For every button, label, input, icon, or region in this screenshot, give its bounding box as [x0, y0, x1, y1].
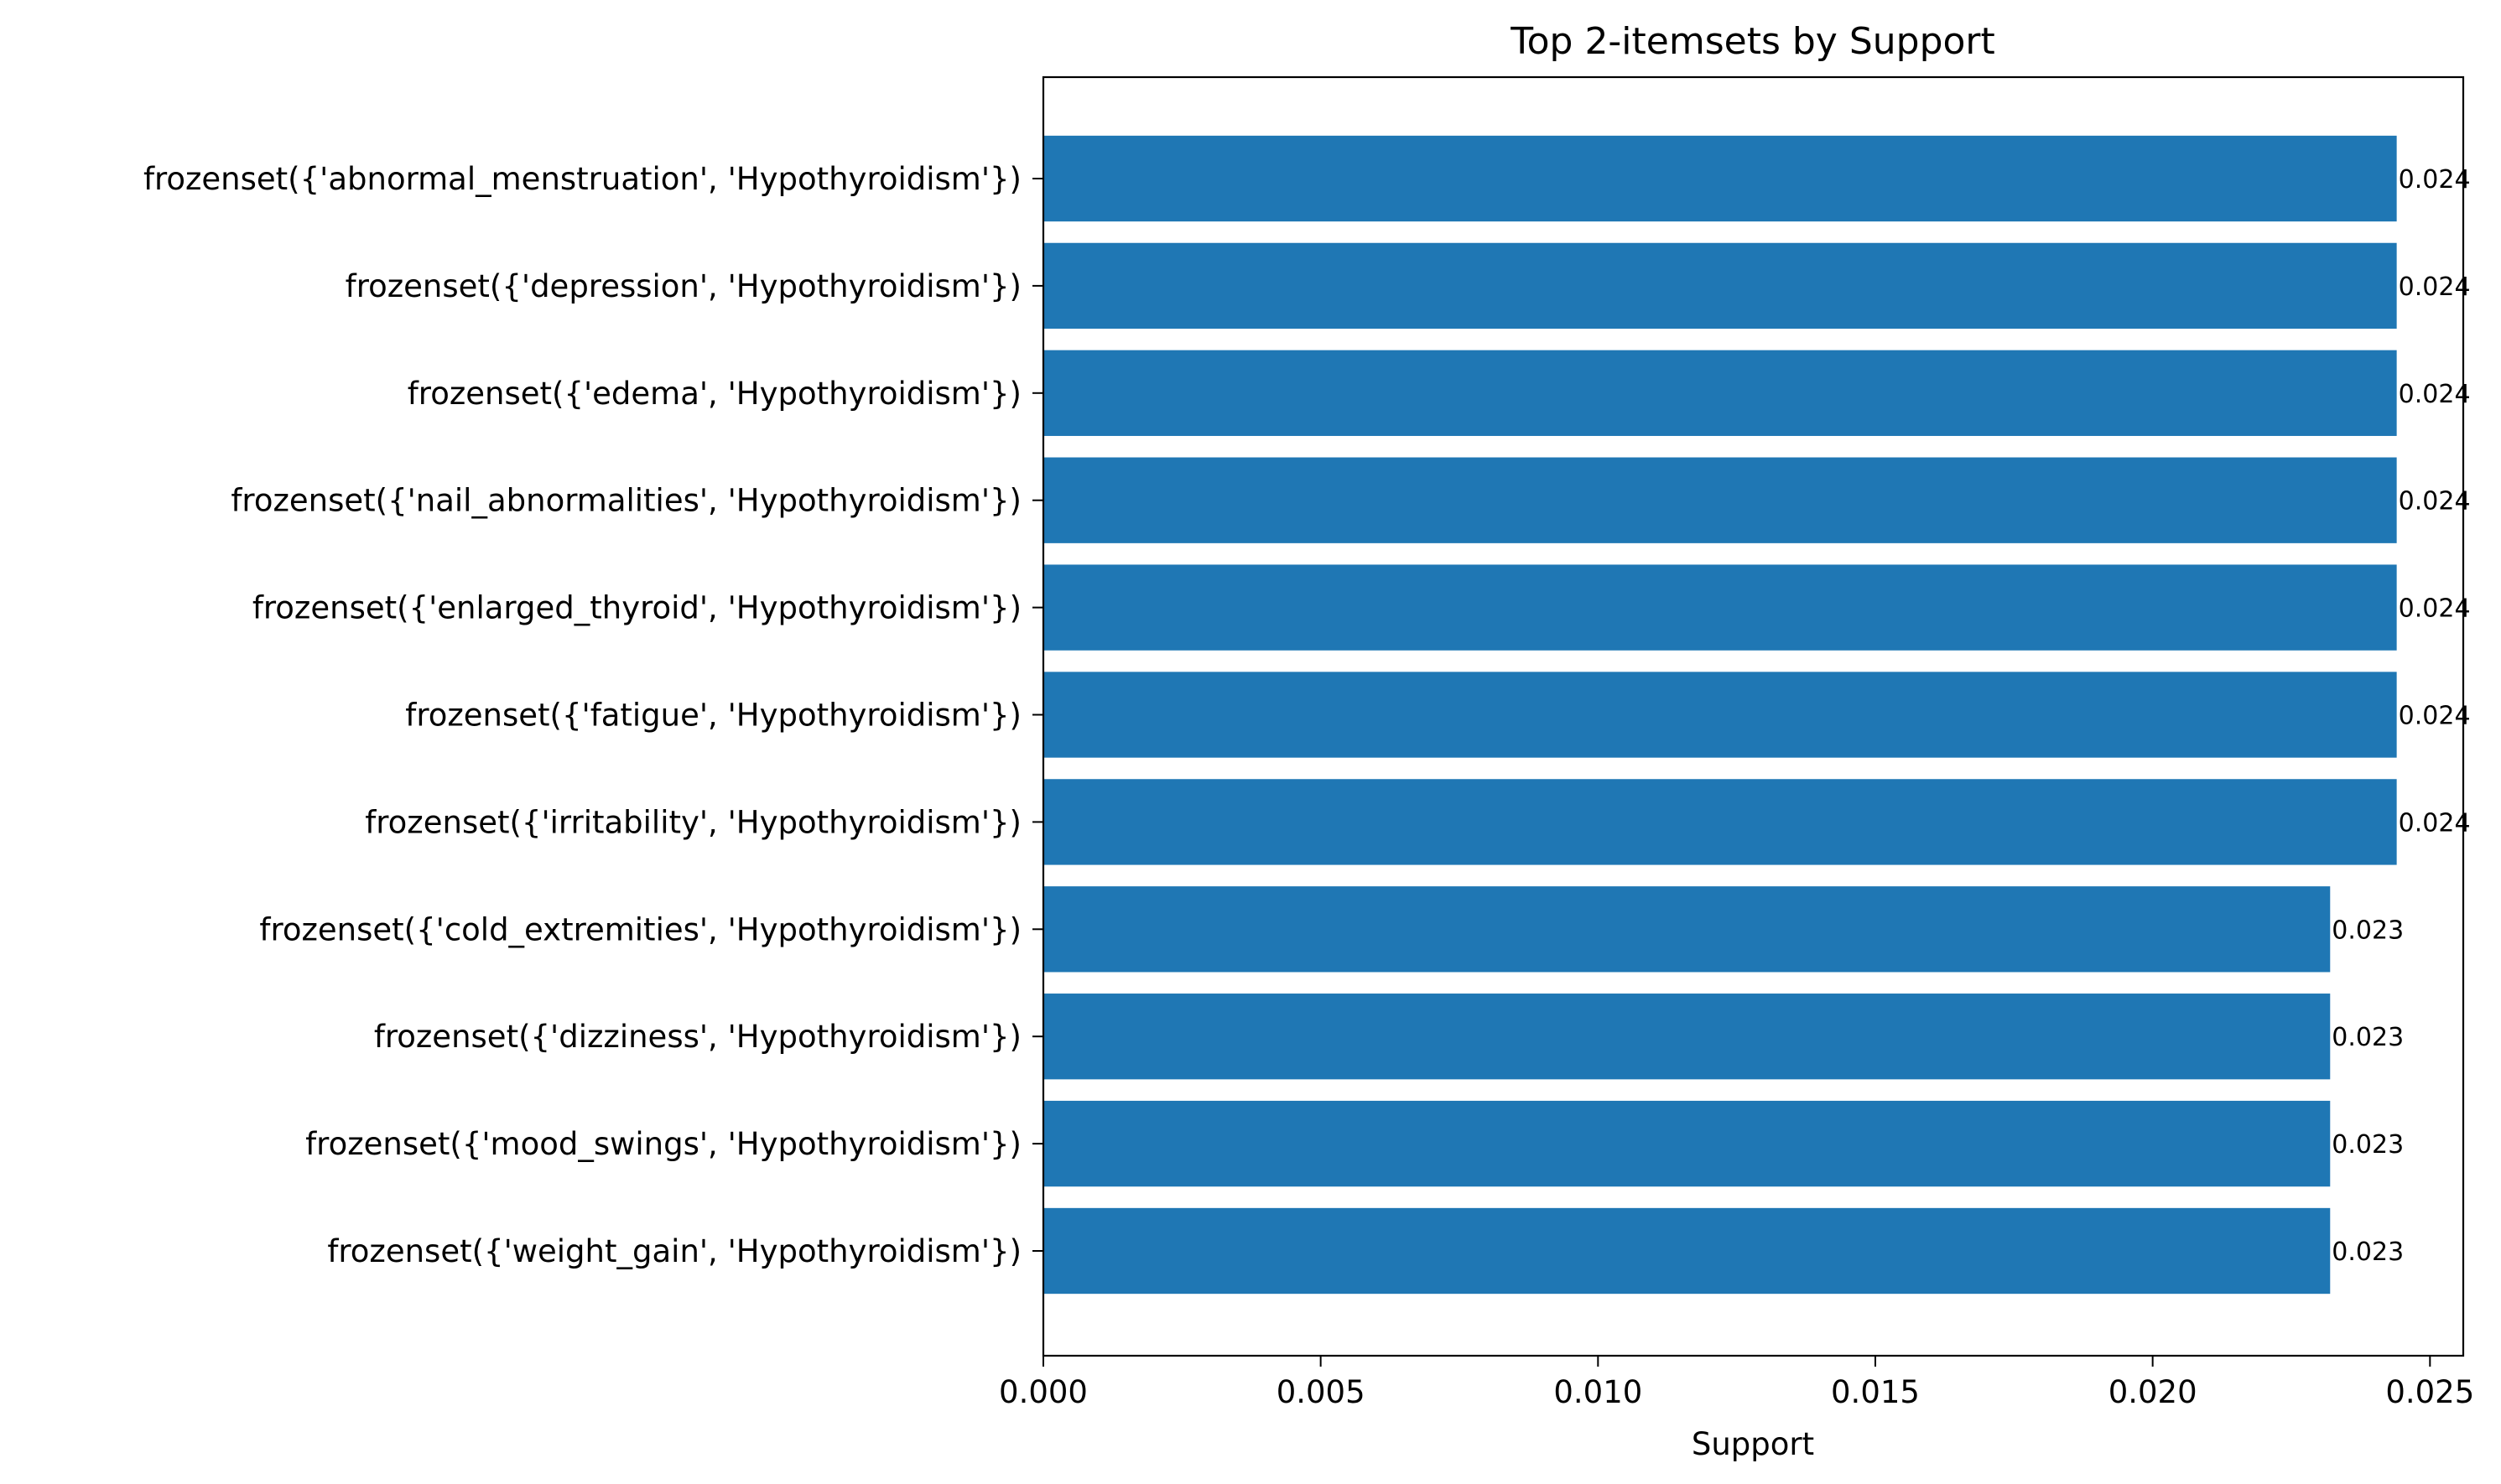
data-label: 0.024 — [2399, 702, 2471, 731]
y-tick-label: frozenset({'dizziness', 'Hypothyroidism'… — [374, 1019, 1022, 1055]
x-tick-label: 0.010 — [1553, 1374, 1642, 1410]
y-tick-label: frozenset({'edema', 'Hypothyroidism'}) — [408, 376, 1022, 412]
y-tick-label: frozenset({'fatigue', 'Hypothyroidism'}) — [405, 698, 1022, 734]
plot-frame — [1042, 75, 2465, 1357]
x-tick-label: 0.025 — [2385, 1374, 2474, 1410]
data-label: 0.024 — [2399, 272, 2471, 302]
data-label: 0.023 — [2332, 1238, 2404, 1267]
x-axis-label: Support — [1692, 1426, 1814, 1462]
bar — [1043, 457, 2397, 543]
bar — [1043, 1207, 2331, 1295]
bar — [1043, 135, 2397, 222]
data-label: 0.024 — [2399, 594, 2471, 624]
x-tick-label: 0.000 — [999, 1374, 1088, 1410]
bar — [1043, 672, 2397, 758]
x-tick-label: 0.020 — [2108, 1374, 2197, 1410]
data-label: 0.024 — [2399, 808, 2471, 838]
data-label: 0.023 — [2332, 1023, 2404, 1052]
data-label: 0.023 — [2332, 1130, 2404, 1160]
y-tick-label: frozenset({'irritability', 'Hypothyroidi… — [365, 804, 1022, 840]
x-tick-label: 0.015 — [1831, 1374, 1920, 1410]
bar — [1043, 1100, 2331, 1187]
bar — [1043, 564, 2397, 651]
y-tick-label: frozenset({'cold_extremities', 'Hypothyr… — [259, 911, 1022, 947]
bar — [1043, 242, 2397, 329]
data-label: 0.023 — [2332, 916, 2404, 945]
y-tick-label: frozenset({'depression', 'Hypothyroidism… — [346, 268, 1022, 304]
bar — [1043, 779, 2397, 865]
y-tick-label: frozenset({'nail_abnormalities', 'Hypoth… — [231, 483, 1022, 519]
data-label: 0.024 — [2399, 380, 2471, 409]
x-tick-label: 0.005 — [1276, 1374, 1365, 1410]
bar — [1043, 350, 2397, 436]
y-tick-label: frozenset({'weight_gain', 'Hypothyroidis… — [327, 1233, 1022, 1269]
y-tick-label: frozenset({'mood_swings', 'Hypothyroidis… — [305, 1126, 1022, 1162]
y-tick-label: frozenset({'enlarged_thyroid', 'Hypothyr… — [252, 590, 1022, 626]
y-tick-label: frozenset({'abnormal_menstruation', 'Hyp… — [143, 161, 1022, 197]
bar — [1043, 994, 2331, 1080]
chart-title: Top 2-itemsets by Support — [1510, 20, 1995, 63]
data-label: 0.024 — [2399, 487, 2471, 516]
bar — [1043, 886, 2331, 973]
data-label: 0.024 — [2399, 165, 2471, 195]
